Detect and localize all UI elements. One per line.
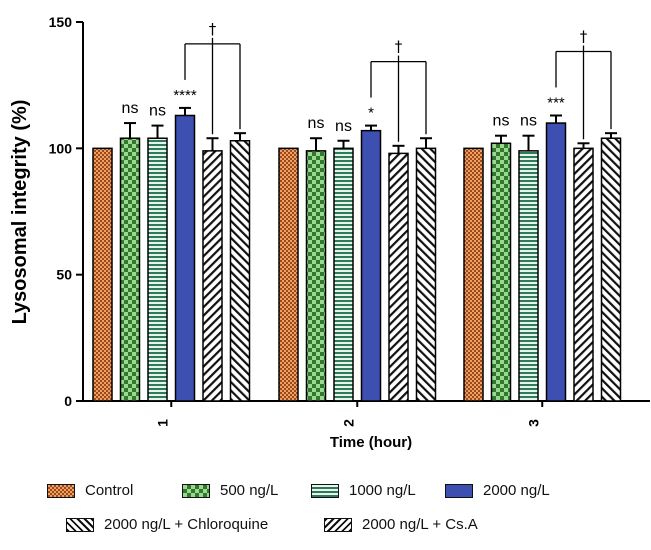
y-tick-label: 100 xyxy=(49,140,73,156)
bar-0-1 xyxy=(278,147,299,402)
legend-item: Control xyxy=(47,482,133,499)
bar-1-0 xyxy=(119,137,141,402)
bar-1-1 xyxy=(305,150,327,402)
significance-label: ns xyxy=(520,113,537,130)
bar-3-0 xyxy=(174,114,196,402)
dagger-symbol: † xyxy=(580,27,588,45)
y-tick-label: 0 xyxy=(64,393,72,409)
legend-item: 1000 ng/L xyxy=(311,482,416,499)
bar-4-1 xyxy=(388,152,409,402)
legend-label: 1000 ng/L xyxy=(349,482,416,499)
legend-swatch xyxy=(445,483,473,498)
bars xyxy=(92,106,622,402)
legend-swatch xyxy=(182,483,210,498)
legend-item: 2000 ng/L + Chloroquine xyxy=(66,516,268,533)
bar-3-1 xyxy=(360,129,382,402)
legend-swatch xyxy=(324,517,352,532)
dagger-symbol: † xyxy=(395,38,403,56)
legend-label: 2000 ng/L + Cs.A xyxy=(362,516,478,533)
significance-label: ns xyxy=(493,113,510,130)
bar-3-2 xyxy=(545,122,567,402)
bar-2-1 xyxy=(333,147,354,402)
x-axis-title: Time (hour) xyxy=(330,434,412,451)
bar-0-0 xyxy=(92,147,113,402)
bar-2-2 xyxy=(518,150,539,402)
bar-2-0 xyxy=(147,137,168,402)
legend-label: 2000 ng/L + Chloroquine xyxy=(104,516,269,533)
bar-4-2 xyxy=(573,147,594,402)
legend-item: 500 ng/L xyxy=(182,482,278,499)
bar-4-0 xyxy=(202,150,223,402)
bar-5-0 xyxy=(229,140,251,402)
legend-item: 2000 ng/L xyxy=(445,482,550,499)
significance-label: ns xyxy=(122,100,139,117)
significance-label: ns xyxy=(149,103,166,120)
y-axis-title: Lysosomal integrity (%) xyxy=(9,100,31,325)
bar-5-1 xyxy=(415,147,437,402)
bar-0-2 xyxy=(463,147,484,402)
legend: Control 500 ng/L 1000 ng/L 2000 ng/L 2000 ng… xyxy=(47,476,647,546)
dagger-symbol: † xyxy=(209,20,217,38)
bar-1-2 xyxy=(490,142,512,402)
significance-label: **** xyxy=(173,87,197,104)
significance-label: *** xyxy=(547,94,565,111)
significance-label: ns xyxy=(308,115,325,132)
legend-swatch xyxy=(47,483,75,498)
y-tick-label: 150 xyxy=(49,14,73,30)
significance-label: ns xyxy=(335,118,352,135)
significance-label: * xyxy=(368,105,374,122)
annotations: ns ns****†ns ns*†ns ns***† xyxy=(122,20,612,142)
legend-label: 500 ng/L xyxy=(220,482,279,499)
legend-item: 2000 ng/L + Cs.A xyxy=(324,516,478,533)
legend-label: Control xyxy=(85,482,134,499)
legend-label: 2000 ng/L xyxy=(483,482,550,499)
legend-swatch xyxy=(66,517,94,532)
bar-5-2 xyxy=(600,137,622,402)
x-tick-label: 2 xyxy=(340,419,356,427)
y-tick-label: 50 xyxy=(56,267,72,283)
x-tick-label: 3 xyxy=(525,419,541,427)
x-tick-label: 1 xyxy=(154,419,170,427)
legend-swatch xyxy=(311,483,339,498)
